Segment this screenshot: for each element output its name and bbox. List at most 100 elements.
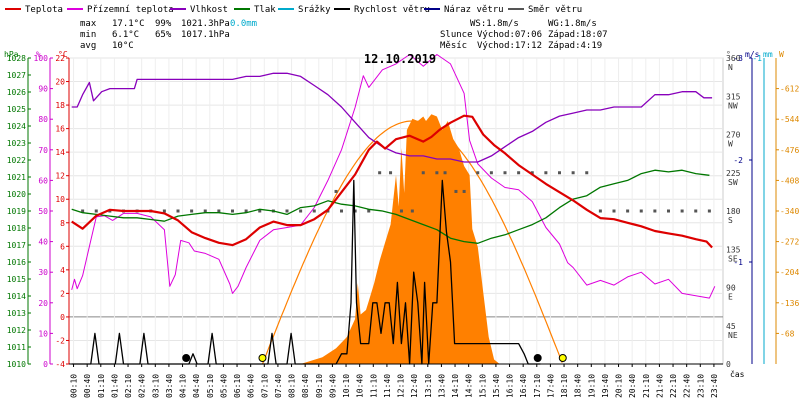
press-tick-label: 1022: [7, 156, 26, 165]
wind-dir-point: [476, 171, 480, 175]
dir-compass-label: W: [728, 140, 733, 149]
x-tick-label: 12:40: [410, 374, 419, 398]
wind-dir-point: [489, 171, 493, 175]
wind-dir-point: [421, 171, 425, 175]
wind-dir-point: [443, 171, 447, 175]
temp-tick-label: 14: [55, 148, 65, 157]
x-tick-label: 05:40: [219, 374, 228, 398]
x-tick-label: 19:10: [587, 374, 596, 398]
wind-dir-point: [258, 209, 262, 213]
press-tick-label: 1017: [7, 241, 26, 250]
legend-label: Teplota: [25, 5, 63, 15]
press-tick-label: 1024: [7, 122, 26, 131]
hum-tick-label: 10: [38, 329, 48, 338]
time-axis-header: čas: [730, 369, 745, 379]
series-ground: [71, 54, 716, 299]
moonset-marker: [182, 354, 191, 362]
temp-tick-label: 18: [55, 101, 65, 110]
rain-tick-label: -1: [752, 54, 762, 63]
axes-layer: 1010101110121013101410151016101710181019…: [7, 54, 800, 369]
temp-axis-header: °C: [58, 50, 68, 59]
wind-dir-point: [667, 209, 670, 213]
wind-dir-point: [378, 171, 382, 175]
x-tick-label: 16:10: [506, 374, 515, 398]
x-tick-label: 20:10: [615, 374, 624, 398]
legend: Teplota Přízemní teplota Vlhkost Tlak Srážky…: [5, 5, 582, 15]
wind-axis-header: m/s: [745, 50, 760, 59]
series-temp: [71, 114, 713, 249]
stat-max-press: 1021.3hPa: [181, 19, 230, 29]
stat-avg-label: avg: [80, 41, 96, 51]
press-tick-label: 1015: [7, 275, 26, 284]
solar-tick-label: -272: [780, 238, 799, 247]
dir-compass-label: SE: [728, 254, 738, 263]
wind-dir-point: [639, 209, 643, 213]
solar-axis-header: W: [779, 50, 784, 59]
x-tick-label: 13:40: [437, 374, 446, 398]
wind-dir-point: [299, 209, 303, 213]
stat-max-hum: 99%: [155, 19, 172, 29]
x-tick-label: 10:10: [342, 374, 351, 398]
x-tick-label: 04:40: [192, 374, 201, 398]
wind-dir-point: [217, 209, 221, 213]
wind-dir-point: [312, 209, 316, 213]
wind-dir-point: [707, 209, 711, 213]
stat-max-temp: 17.1°C: [112, 19, 145, 29]
wind-dir-point: [694, 209, 698, 213]
x-tick-label: 14:40: [465, 374, 474, 398]
stat-sun-set: Západ:18:07: [548, 30, 608, 40]
x-tick-label: 11:10: [369, 374, 378, 398]
temp-tick-label: 22: [55, 54, 65, 63]
x-tick-label: 07:40: [274, 374, 283, 398]
press-tick-label: 1021: [7, 173, 26, 182]
legend-label: Náraz větru: [444, 5, 504, 15]
wind-dir-point: [435, 171, 439, 175]
wind-dir-point: [410, 209, 414, 213]
x-tick-label: 08:10: [288, 374, 297, 398]
wind-dir-point: [94, 209, 98, 213]
wind-dir-point: [503, 171, 507, 175]
temp-tick-label: 10: [55, 195, 65, 204]
solar-tick-label: -68: [780, 329, 795, 338]
dir-tick-label: 45: [726, 322, 736, 331]
wind-dir-point: [244, 209, 248, 213]
dir-compass-label: NE: [728, 331, 738, 340]
wind-dir-point: [530, 171, 534, 175]
wind-dir-point: [544, 171, 548, 175]
hum-tick-label: 70: [38, 146, 48, 155]
press-tick-label: 1019: [7, 207, 26, 216]
hum-axis-header: %: [36, 50, 41, 59]
wind-dir-point: [203, 209, 207, 213]
press-tick-label: 1013: [7, 309, 26, 318]
solar-tick-label: -476: [780, 146, 799, 155]
x-tick-label: 15:40: [492, 374, 501, 398]
wind-dir-point: [334, 189, 338, 193]
x-tick-label: 08:40: [301, 374, 310, 398]
hum-tick-label: 60: [38, 176, 48, 185]
x-axis: 00:10 00:40 01:10 01:40 02:10 02:40 03:10 03:40…: [69, 363, 723, 398]
x-tick-label: 13:10: [424, 374, 433, 398]
hum-tick-label: 50: [38, 207, 48, 216]
x-tick-label: 03:40: [165, 374, 174, 398]
hum-tick-label: 20: [38, 299, 48, 308]
x-tick-label: 12:10: [397, 374, 406, 398]
stat-sun-rise: Východ:07:06: [477, 30, 542, 40]
legend-label: Rychlost větru: [354, 5, 430, 15]
press-tick-label: 1010: [7, 360, 26, 369]
x-tick-label: 15:10: [478, 374, 487, 398]
moonrise-marker: [533, 354, 542, 362]
x-tick-label: 02:10: [124, 374, 133, 398]
temp-tick-label: -2: [55, 336, 65, 345]
stat-moon-set: Západ:4:19: [548, 41, 602, 51]
temp-tick-label: 2: [60, 289, 65, 298]
press-tick-label: 1011: [7, 343, 26, 352]
wind-dir-point: [389, 171, 393, 175]
wind-dir-point: [454, 189, 458, 193]
dir-compass-label: S: [728, 216, 733, 225]
series-hum: [71, 72, 713, 163]
stat-max-rain: 0.0mm: [230, 19, 257, 29]
dir-tick-label: 90: [726, 284, 736, 293]
solar-max-curve: [261, 120, 563, 365]
press-axis-header: hPa: [4, 50, 19, 59]
dir-tick-label: 315: [726, 92, 741, 101]
